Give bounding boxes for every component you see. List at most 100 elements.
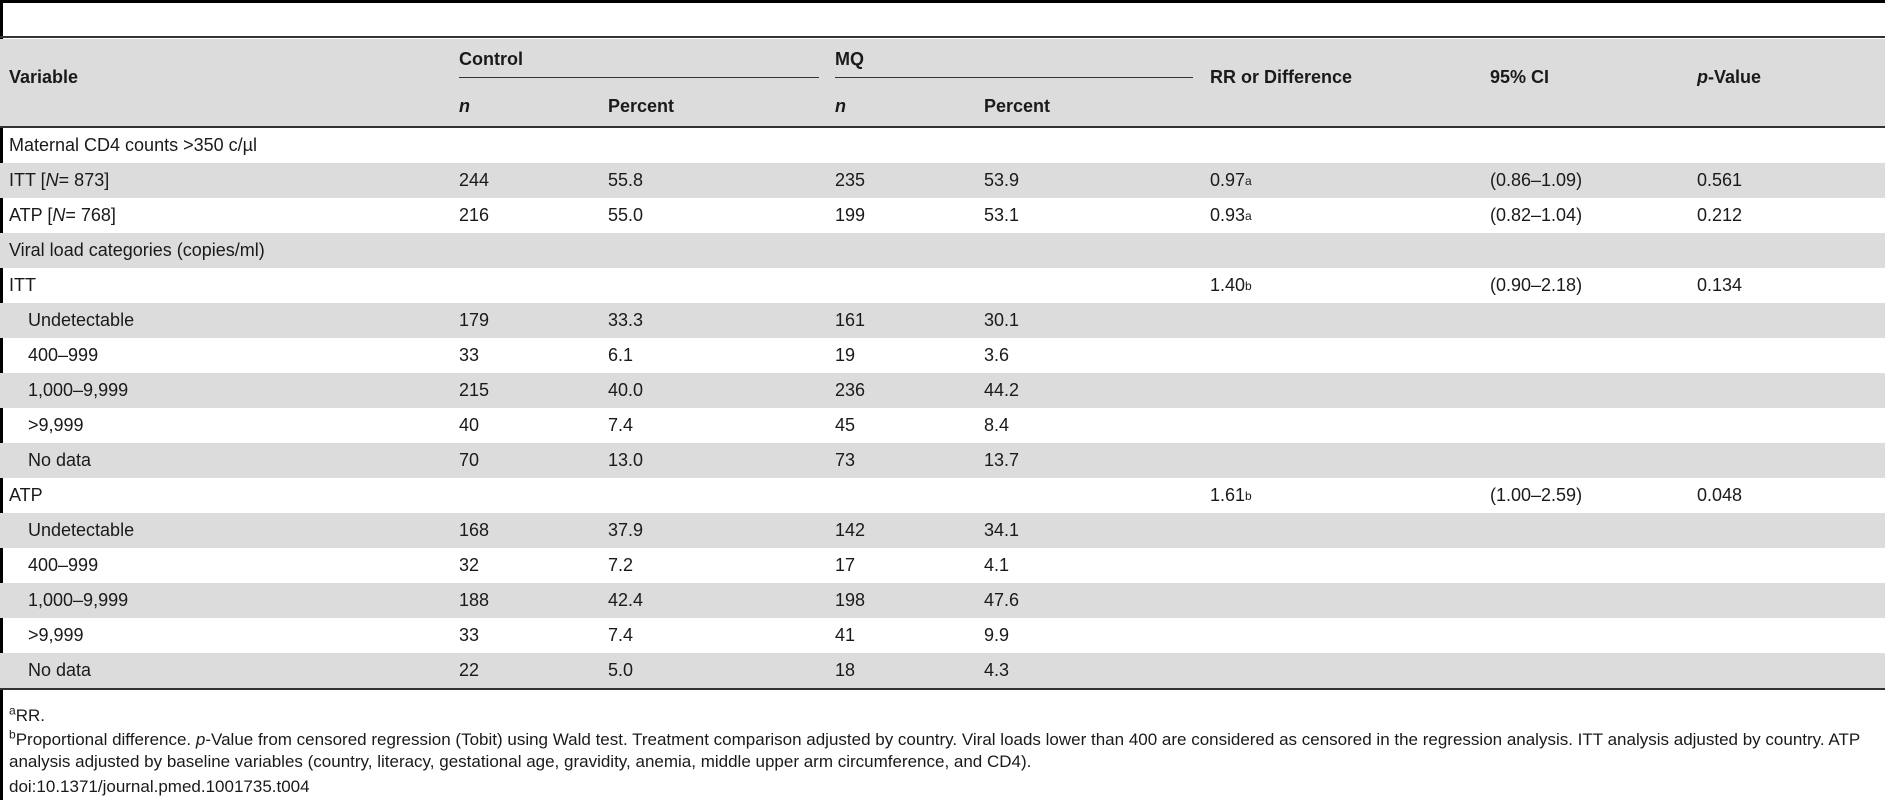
cell-rr-value: 1.61 bbox=[1210, 485, 1246, 505]
footnote-b-italic: p bbox=[195, 730, 206, 749]
cell-rr: 1.61 b bbox=[1210, 485, 1252, 505]
header-p-italic: p bbox=[1697, 67, 1708, 87]
cell-mq-n: 45 bbox=[835, 415, 856, 435]
header-mq-percent: Percent bbox=[984, 95, 1051, 116]
row-label: >9,999 bbox=[28, 625, 84, 645]
header-mq-underline bbox=[835, 77, 1193, 78]
cell-ci: (1.00–2.59) bbox=[1490, 485, 1583, 505]
cell-control-percent: 42.4 bbox=[608, 590, 644, 610]
header-row-2: n Percent n Percent bbox=[0, 86, 1885, 128]
cell-control-percent: 55.8 bbox=[608, 170, 644, 190]
footnote-a-text: RR. bbox=[15, 706, 45, 725]
cell-mq-percent: 53.1 bbox=[984, 205, 1020, 225]
cell-ci: (0.82–1.04) bbox=[1490, 205, 1583, 225]
header-control-underline bbox=[459, 77, 819, 78]
cell-control-percent: 6.1 bbox=[608, 345, 634, 365]
cell-p-value: 0.048 bbox=[1697, 485, 1743, 505]
footnote-a: aRR. bbox=[9, 703, 1879, 727]
cell-control-n: 33 bbox=[459, 345, 480, 365]
table-row: ATP [N = 768] 216 55.0 199 53.1 0.93 a (0… bbox=[0, 198, 1885, 233]
row-label: 400–999 bbox=[28, 345, 99, 365]
cell-mq-n: 235 bbox=[835, 170, 866, 190]
header-mq-n: n bbox=[835, 95, 846, 116]
cell-p-value: 0.212 bbox=[1697, 205, 1743, 225]
table-row: ITT [N = 873] 244 55.8 235 53.9 0.97 a (0… bbox=[0, 163, 1885, 198]
row-label-post: = 873] bbox=[58, 170, 110, 190]
cell-mq-percent: 13.7 bbox=[984, 450, 1020, 470]
header-variable: Variable bbox=[9, 67, 79, 87]
header-p-rest: -Value bbox=[1708, 67, 1762, 87]
cell-ci: (0.90–2.18) bbox=[1490, 275, 1583, 295]
row-label: >9,999 bbox=[28, 415, 84, 435]
cell-mq-n: 236 bbox=[835, 380, 866, 400]
table-row: No data 22 5.0 18 4.3 bbox=[0, 653, 1885, 688]
table-row: >9,999 40 7.4 45 8.4 bbox=[0, 408, 1885, 443]
cell-rr: 0.93 a bbox=[1210, 205, 1252, 225]
cell-mq-n: 19 bbox=[835, 345, 856, 365]
row-label: Viral load categories (copies/ml) bbox=[9, 240, 265, 260]
header-rr: RR or Difference bbox=[1210, 67, 1353, 87]
cell-mq-percent: 8.4 bbox=[984, 415, 1010, 435]
footnote-b: bProportional difference. p-Value from c… bbox=[9, 727, 1879, 773]
footnote-a-mark: a bbox=[9, 703, 16, 718]
table-row: ITT 1.40 b (0.90–2.18) 0.134 bbox=[0, 268, 1885, 303]
cell-mq-percent: 4.3 bbox=[984, 660, 1010, 680]
cell-control-n: 22 bbox=[459, 660, 480, 680]
row-label: 1,000–9,999 bbox=[28, 590, 129, 610]
footnote-b-mark: b bbox=[9, 727, 16, 742]
row-label: ITT bbox=[9, 275, 36, 295]
table-row: Undetectable 179 33.3 161 30.1 bbox=[0, 303, 1885, 338]
cell-rr-value: 0.97 bbox=[1210, 170, 1246, 190]
row-label: ATP bbox=[9, 485, 43, 505]
table-row: 400–999 33 6.1 19 3.6 bbox=[0, 338, 1885, 373]
header-control-percent: Percent bbox=[608, 95, 675, 116]
cell-control-n: 40 bbox=[459, 415, 480, 435]
cell-mq-n: 17 bbox=[835, 555, 856, 575]
table-row: 1,000–9,999 188 42.4 198 47.6 bbox=[0, 583, 1885, 618]
cell-p-value: 0.561 bbox=[1697, 170, 1743, 190]
cell-control-percent: 13.0 bbox=[608, 450, 644, 470]
cell-control-percent: 37.9 bbox=[608, 520, 644, 540]
row-label: Undetectable bbox=[28, 310, 135, 330]
header-control-n: n bbox=[459, 95, 470, 116]
cell-control-percent: 40.0 bbox=[608, 380, 644, 400]
cell-mq-n: 198 bbox=[835, 590, 866, 610]
cell-control-percent: 5.0 bbox=[608, 660, 634, 680]
row-label: No data bbox=[28, 450, 92, 470]
table-row: Viral load categories (copies/ml) bbox=[0, 233, 1885, 268]
footnote-b-pre: Proportional difference. bbox=[15, 730, 196, 749]
table-row: 1,000–9,999 215 40.0 236 44.2 bbox=[0, 373, 1885, 408]
cell-control-n: 215 bbox=[459, 380, 490, 400]
header-p-value: p -Value bbox=[1697, 49, 1761, 106]
row-label: No data bbox=[28, 660, 92, 680]
table-top-rule bbox=[0, 36, 1885, 38]
doi-text[interactable]: doi:10.1371/journal.pmed.1001735.t004 bbox=[9, 777, 310, 796]
cell-control-percent: 7.2 bbox=[608, 555, 634, 575]
table-row: ATP 1.61 b (1.00–2.59) 0.048 bbox=[0, 478, 1885, 513]
top-frame-border bbox=[0, 0, 1885, 3]
cell-control-n: 70 bbox=[459, 450, 480, 470]
cell-rr: 0.97 a bbox=[1210, 170, 1252, 190]
row-label-italic: N bbox=[45, 170, 59, 190]
results-table: Variable Control MQ RR or Difference 95%… bbox=[0, 39, 1885, 690]
cell-mq-percent: 53.9 bbox=[984, 170, 1020, 190]
row-label: Maternal CD4 counts >350 c/µl bbox=[9, 135, 257, 155]
cell-ci: (0.86–1.09) bbox=[1490, 170, 1583, 190]
cell-mq-n: 41 bbox=[835, 625, 856, 645]
table-row: No data 70 13.0 73 13.7 bbox=[0, 443, 1885, 478]
cell-control-n: 188 bbox=[459, 590, 490, 610]
cell-mq-n: 199 bbox=[835, 205, 866, 225]
table-row: 400–999 32 7.2 17 4.1 bbox=[0, 548, 1885, 583]
header-ci: 95% CI bbox=[1490, 67, 1550, 87]
row-label: Undetectable bbox=[28, 520, 135, 540]
cell-control-percent: 7.4 bbox=[608, 625, 634, 645]
header-control: Control bbox=[459, 49, 523, 69]
header-row-1: Variable Control MQ RR or Difference 95%… bbox=[0, 39, 1885, 87]
row-label: 400–999 bbox=[28, 555, 99, 575]
cell-control-percent: 7.4 bbox=[608, 415, 634, 435]
cell-control-n: 32 bbox=[459, 555, 480, 575]
row-label-pre: ITT [ bbox=[9, 170, 46, 190]
table-row: Maternal CD4 counts >350 c/µl bbox=[0, 128, 1885, 163]
table-row: Undetectable 168 37.9 142 34.1 bbox=[0, 513, 1885, 548]
cell-control-n: 168 bbox=[459, 520, 490, 540]
